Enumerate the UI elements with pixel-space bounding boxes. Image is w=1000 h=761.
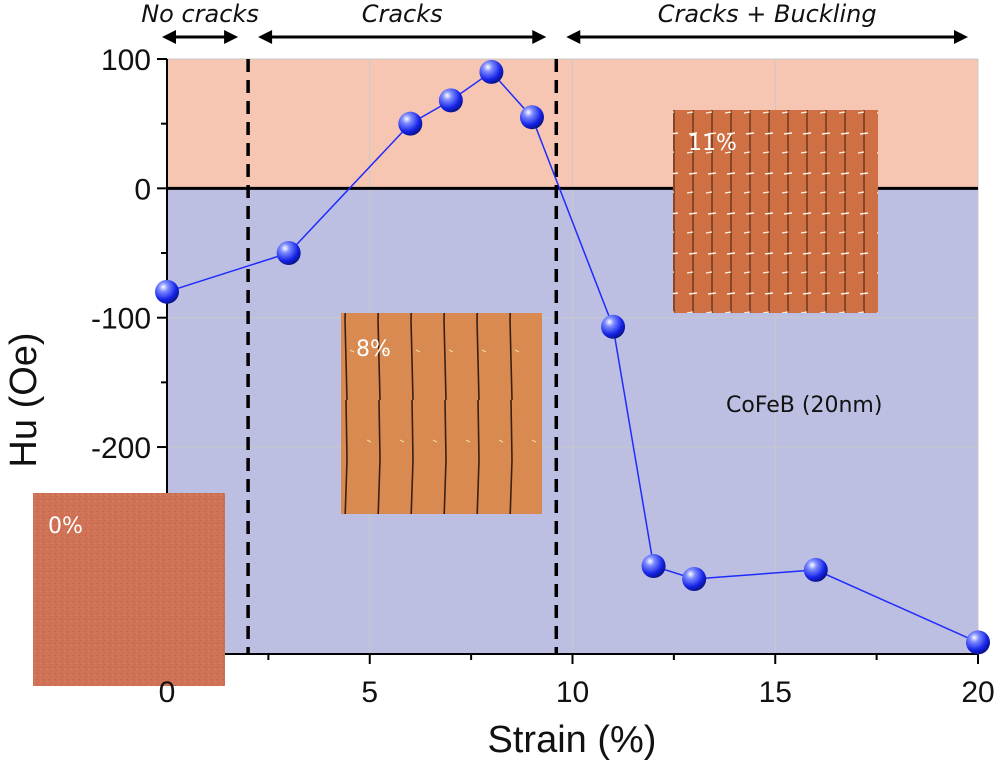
material-annotation: CoFeB (20nm) [726,393,882,418]
inset-label-0: 0% [48,514,83,539]
arrow-head-right [532,30,546,44]
data-point [398,112,422,136]
data-point [966,630,990,654]
region-label: Cracks + Buckling [658,0,877,28]
data-point [520,105,544,129]
data-point [439,88,463,112]
strain-chart: No cracks Cracks Cracks + Buckling 11% 8% … [0,0,1000,761]
x-tick-label: 15 [759,676,792,709]
x-tick-label: 0 [159,676,176,709]
inset-label-8: 8% [356,337,391,362]
data-point [642,554,666,578]
x-tick-label: 20 [961,676,994,709]
y-axis-title: Hu (Oe) [3,332,45,467]
arrow-head-left [566,30,580,44]
y-tick-label: 0 [134,173,151,206]
data-point [479,60,503,84]
arrow-head-left [162,30,176,44]
inset-label-11: 11% [688,131,737,156]
y-tick-label: -100 [91,303,151,336]
data-point [804,558,828,582]
x-tick-label: 10 [556,676,589,709]
arrow-head-left [258,30,272,44]
arrow-head-right [954,30,968,44]
afm-inset-11: 11% [673,110,878,313]
data-point [277,241,301,265]
afm-inset-0: 0% [33,493,225,686]
data-point [155,280,179,304]
region-label: No cracks [141,0,259,28]
y-tick-label: -200 [91,432,151,465]
x-tick-label: 5 [361,676,378,709]
region-arrows: No cracks Cracks Cracks + Buckling [141,0,968,44]
afm-inset-8: 8% [341,313,542,514]
data-point [682,567,706,591]
x-axis-title: Strain (%) [488,719,657,761]
data-point [601,315,625,339]
region-label: Cracks [362,0,443,28]
y-tick-label: 100 [101,44,151,77]
arrow-head-right [224,30,238,44]
